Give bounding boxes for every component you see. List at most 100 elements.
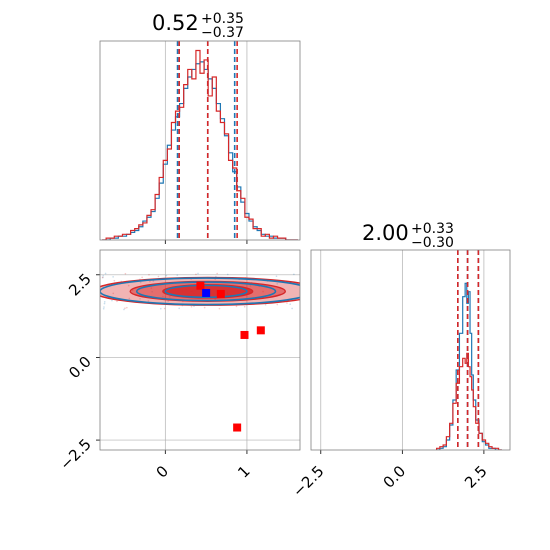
scatter-sample-point <box>103 302 106 305</box>
panel-2-title: 2.00 <box>362 221 409 245</box>
scatter-sample-point <box>157 275 160 278</box>
scatter-sample-point <box>103 301 106 303</box>
scatter-sample-point <box>264 303 267 306</box>
truth-marker-red <box>216 289 225 298</box>
x-tick-label: −2.5 <box>289 462 327 500</box>
panel-1-title: 0.52 <box>152 11 199 35</box>
scatter-sample-point <box>276 303 279 306</box>
scatter-sample-point <box>102 275 104 277</box>
scatter-sample-point <box>116 300 118 303</box>
scatter-sample-point <box>275 275 278 278</box>
histogram-2-series-blue <box>436 282 502 450</box>
scatter-sample-point <box>95 294 97 296</box>
scatter-sample-point <box>302 288 304 290</box>
histogram-1-series-red <box>102 49 298 240</box>
scatter-sample-point <box>308 286 310 288</box>
scatter-sample-point <box>148 273 150 276</box>
scatter-sample-point <box>91 295 93 297</box>
scatter-sample-point <box>203 306 206 309</box>
scatter-sample-point <box>111 299 113 302</box>
scatter-sample-point <box>243 305 246 308</box>
scatter-sample-point <box>178 307 180 310</box>
contour-panel: 0 1 −2.5 0.0 2.5 <box>56 249 320 482</box>
scatter-sample-point <box>289 303 291 306</box>
scatter-sample-point <box>303 305 305 307</box>
y-tick-label: −2.5 <box>56 435 94 473</box>
scatter-sample-point <box>190 305 193 308</box>
scatter-sample-point <box>113 279 116 282</box>
scatter-sample-point <box>291 307 293 310</box>
x-tick-label: 2.5 <box>461 462 491 492</box>
scatter-sample-point <box>149 280 151 283</box>
scatter-sample-point <box>293 273 295 276</box>
scatter-sample-point <box>165 274 168 277</box>
scatter-sample-point <box>89 303 91 305</box>
scatter-sample-point <box>218 307 221 310</box>
scatter-sample-point <box>126 306 128 309</box>
scatter-sample-point <box>102 307 105 310</box>
scatter-sample-point <box>103 306 105 308</box>
scatter-sample-point <box>176 274 179 276</box>
scatter-sample-point <box>302 299 304 301</box>
histogram-panel-param2: −2.5 0.0 2.5 <box>289 249 511 501</box>
histogram-1-plot-area <box>102 41 298 240</box>
scatter-sample-point <box>101 276 104 279</box>
contour-plot-area <box>85 272 320 432</box>
scatter-sample-point <box>96 295 98 297</box>
panel-1-title-plus: +0.35 <box>201 11 244 27</box>
scatter-sample-point <box>139 297 141 300</box>
truth-marker-red <box>256 326 265 335</box>
contour-frame <box>99 249 301 451</box>
scatter-sample-point <box>112 276 114 278</box>
scatter-sample-point <box>276 282 278 285</box>
scatter-sample-point <box>85 296 87 298</box>
panel-2-title-minus: −0.30 <box>411 235 454 251</box>
x-tick-label: 0.0 <box>380 462 410 492</box>
scatter-sample-point <box>102 276 104 279</box>
scatter-sample-point <box>124 307 126 309</box>
scatter-sample-point <box>124 272 127 275</box>
scatter-sample-point <box>141 276 143 279</box>
scatter-sample-point <box>159 307 162 310</box>
scatter-sample-point <box>216 272 218 275</box>
scatter-sample-point <box>193 305 195 308</box>
panel-1-title-minus: −0.37 <box>201 25 244 41</box>
scatter-sample-point <box>318 290 320 292</box>
scatter-sample-point <box>286 302 288 304</box>
scatter-sample-point <box>104 272 107 275</box>
scatter-sample-point <box>235 305 238 308</box>
scatter-sample-point <box>317 297 319 299</box>
truth-marker-red <box>233 423 242 432</box>
scatter-sample-point <box>127 284 130 287</box>
histogram-1-frame <box>99 40 301 241</box>
histogram-2-series-red <box>435 352 502 450</box>
scatter-sample-point <box>305 284 307 286</box>
scatter-sample-point <box>163 307 166 310</box>
scatter-sample-point <box>318 287 320 289</box>
scatter-sample-point <box>112 292 115 295</box>
scatter-sample-point <box>128 297 131 300</box>
x-tick-label: 1 <box>234 462 253 481</box>
histogram-2-frame <box>310 249 511 451</box>
scatter-sample-point <box>98 282 100 284</box>
scatter-sample-point <box>152 280 155 282</box>
truth-marker-blue <box>202 288 211 297</box>
contour-blue-level-3 <box>164 284 248 299</box>
scatter-sample-point <box>317 302 319 304</box>
scatter-sample-point <box>226 273 229 276</box>
histogram-1-series-blue <box>102 61 298 240</box>
histogram-panel-param1 <box>99 40 301 244</box>
panel-2-title-plus: +0.33 <box>411 221 454 237</box>
y-tick-label: 0.0 <box>65 353 95 383</box>
scatter-sample-point <box>147 300 150 302</box>
scatter-sample-point <box>195 273 197 276</box>
scatter-sample-point <box>313 273 315 275</box>
histogram-2-plot-area <box>435 250 502 450</box>
scatter-sample-point <box>197 272 199 275</box>
contour-blue-level-2 <box>135 281 277 302</box>
scatter-sample-point <box>123 308 125 311</box>
y-tick-label: 2.5 <box>65 270 95 300</box>
truth-marker-red <box>240 330 249 339</box>
scatter-sample-point <box>139 281 142 284</box>
